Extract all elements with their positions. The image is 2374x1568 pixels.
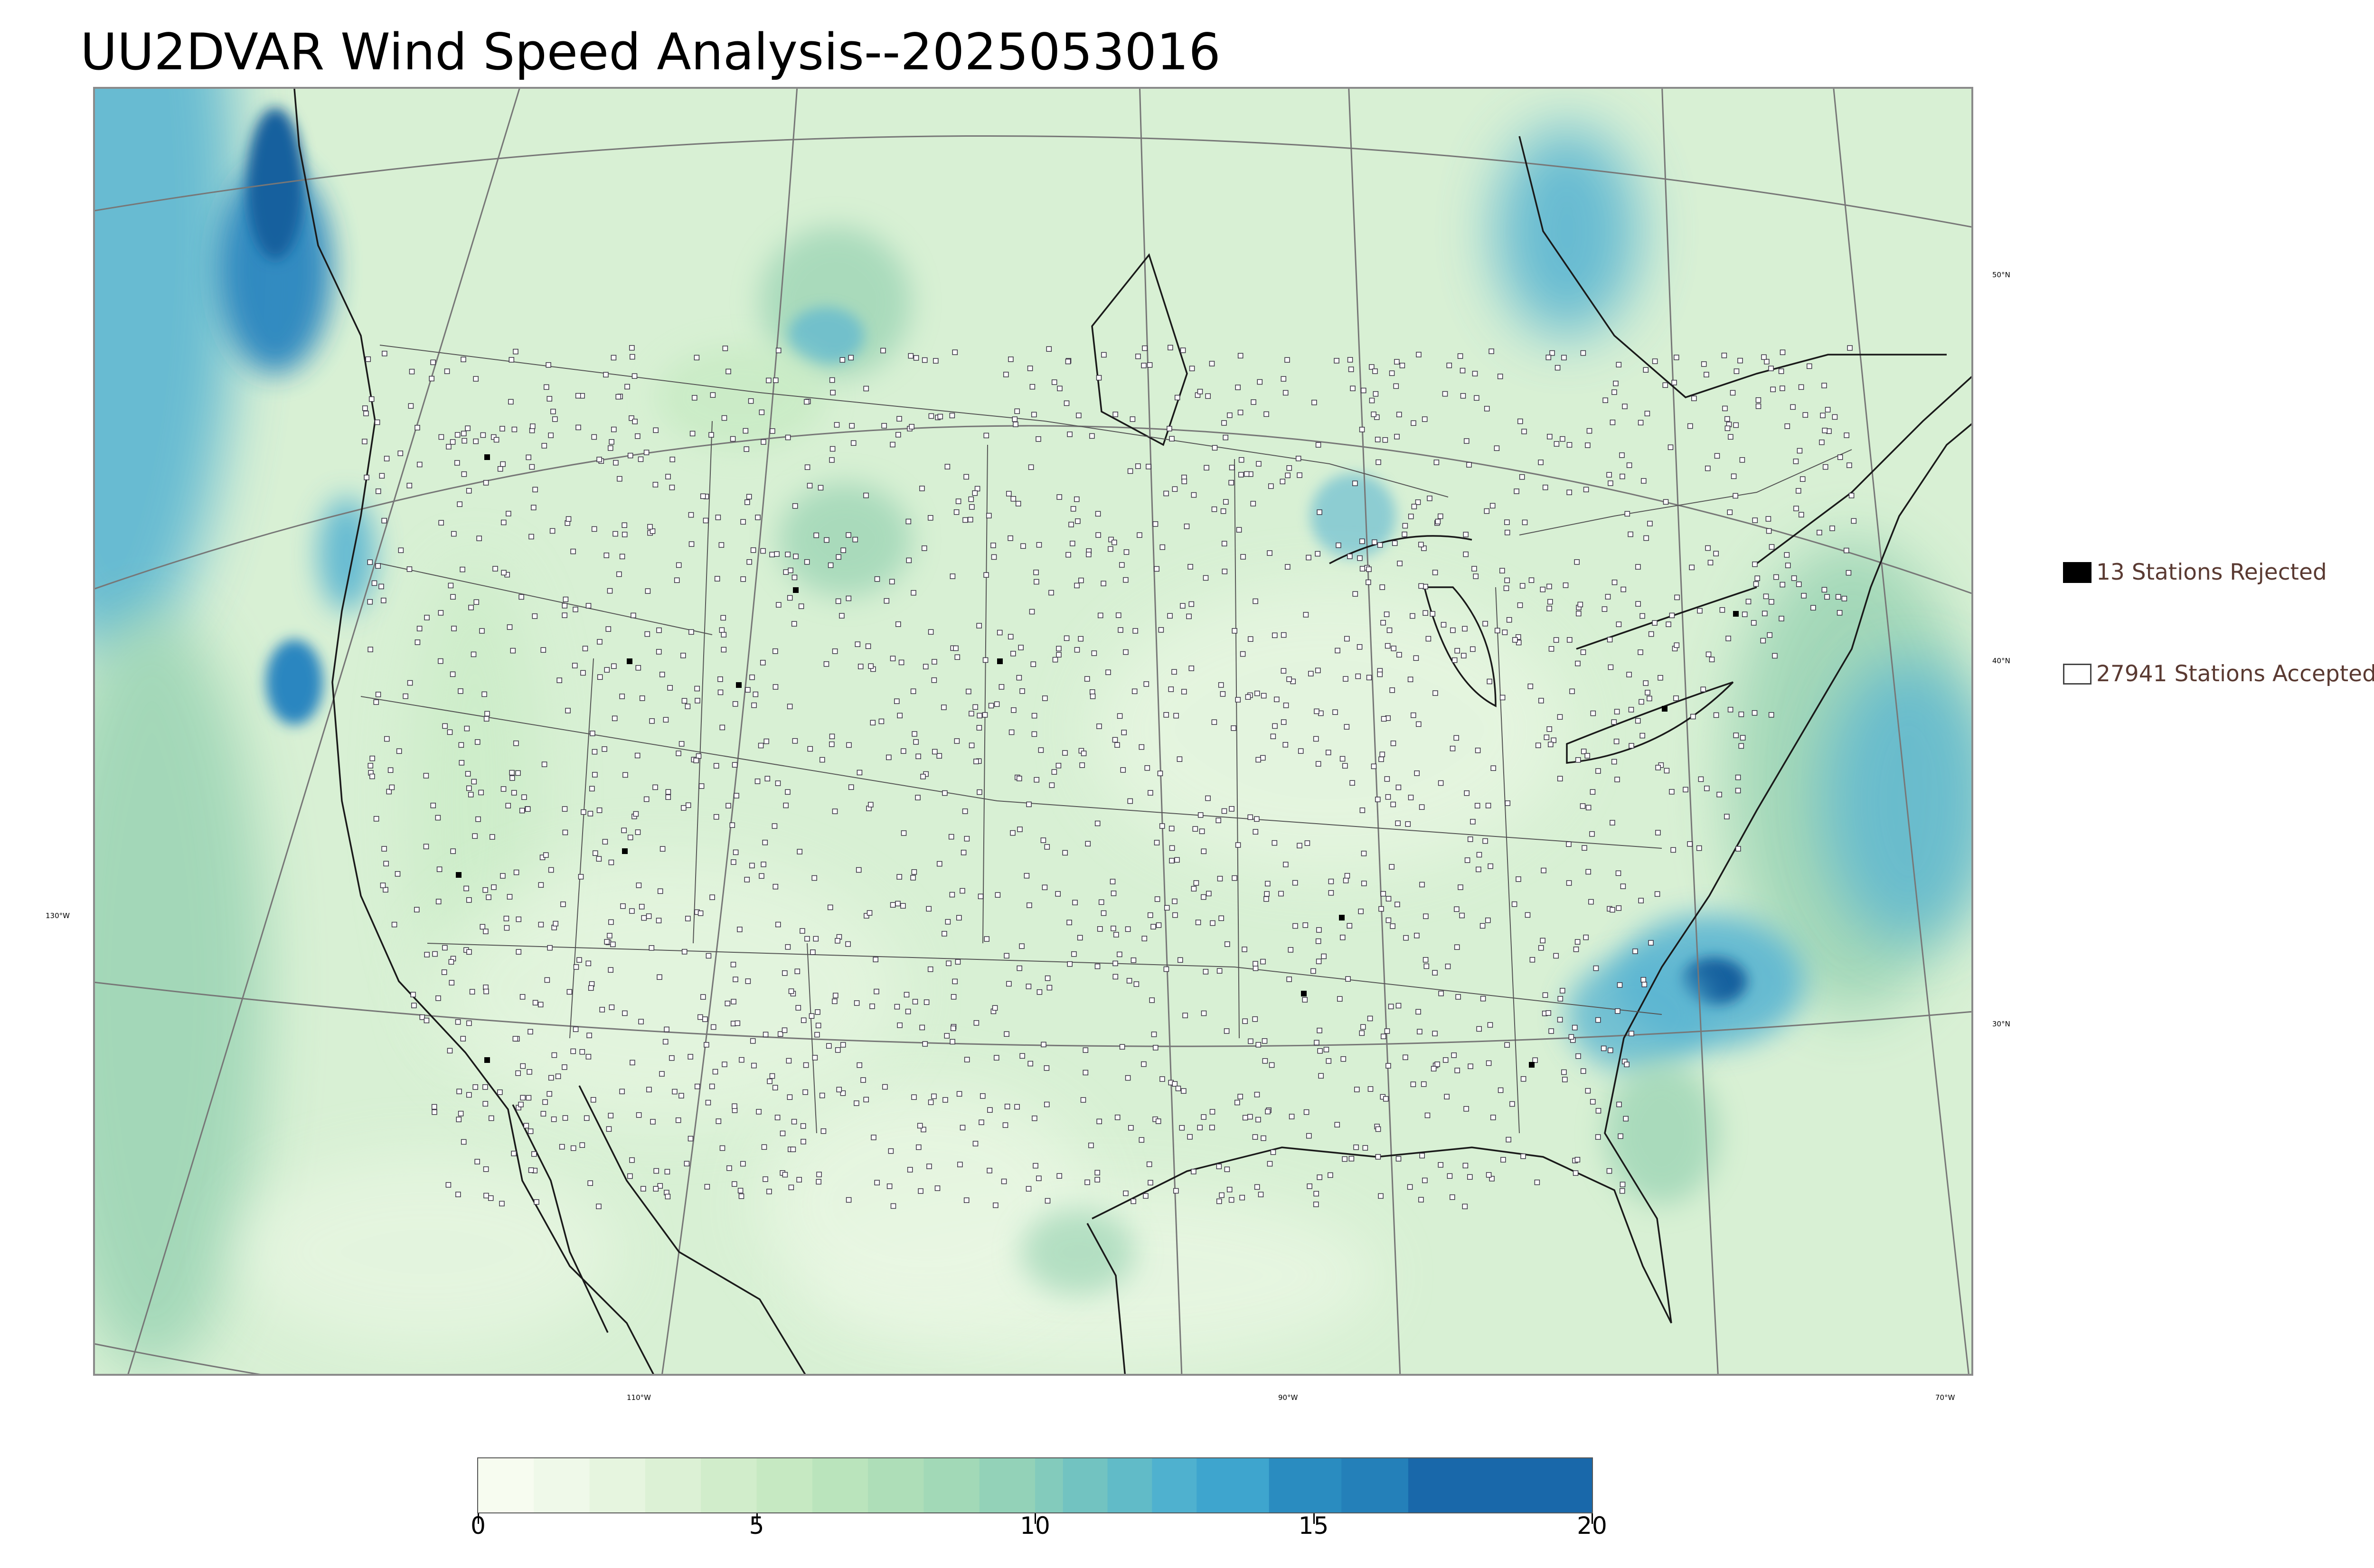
legend-accepted: 27941 Stations Accepted (2063, 661, 2374, 687)
wind-speed-field (95, 89, 1971, 1371)
colorbar-tick (1313, 1513, 1315, 1524)
colorbar-band (756, 1458, 813, 1512)
colorbar-band (645, 1458, 701, 1512)
colorbar-band (534, 1458, 590, 1512)
colorbar-tick (1035, 1513, 1036, 1524)
colorbar-band (1035, 1458, 1064, 1512)
map-title: UU2DVAR Wind Speed Analysis--2025053016 (80, 23, 1221, 81)
parallel-label: 50°N (1992, 271, 2010, 279)
colorbar-tick-label: 20 (1577, 1512, 1607, 1540)
meridian-label: 130°W (46, 911, 70, 920)
legend-rejected-label: 13 Stations Rejected (2096, 559, 2327, 585)
map-panel[interactable] (93, 87, 1973, 1376)
colorbar-band (1341, 1458, 1409, 1512)
meridian-label: 90°W (1278, 1393, 1298, 1402)
station-markers (362, 345, 1857, 1210)
colorbar-band (589, 1458, 646, 1512)
colorbar-band (812, 1458, 868, 1512)
colorbar-band (1269, 1458, 1342, 1512)
colorbar-band (1196, 1458, 1270, 1512)
colorbar-band (923, 1458, 980, 1512)
accepted-swatch (2063, 663, 2091, 685)
colorbar-gradient (478, 1458, 1592, 1512)
legend-accepted-label: 27941 Stations Accepted (2096, 661, 2374, 687)
colorbar-tick-label: 15 (1298, 1512, 1329, 1540)
colorbar-band (1152, 1458, 1197, 1512)
meridian-label: 110°W (627, 1393, 651, 1402)
colorbar (477, 1457, 1593, 1513)
colorbar-band (868, 1458, 924, 1512)
colorbar-tick-label: 5 (749, 1512, 764, 1540)
colorbar-band (701, 1458, 757, 1512)
colorbar-band (1107, 1458, 1152, 1512)
colorbar-tick-label: 10 (1020, 1512, 1050, 1540)
colorbar-band (1408, 1458, 1592, 1512)
colorbar-tick (478, 1513, 479, 1524)
lat-lon-grid (95, 89, 1971, 1374)
colorbar-band (478, 1458, 534, 1512)
colorbar-tick-label: 0 (471, 1512, 486, 1540)
legend-rejected: 13 Stations Rejected (2063, 559, 2327, 585)
colorbar-tick (1592, 1513, 1593, 1524)
wind-speed-map[interactable] (95, 89, 1973, 1376)
colorbar-tick (756, 1513, 758, 1524)
parallel-label: 40°N (1992, 657, 2010, 665)
meridian-label: 70°W (1935, 1393, 1955, 1402)
colorbar-band (979, 1458, 1036, 1512)
colorbar-band (1063, 1458, 1108, 1512)
coastlines-and-borders (293, 89, 1971, 1374)
rejected-swatch (2063, 562, 2091, 583)
parallel-label: 30°N (1992, 1020, 2010, 1028)
